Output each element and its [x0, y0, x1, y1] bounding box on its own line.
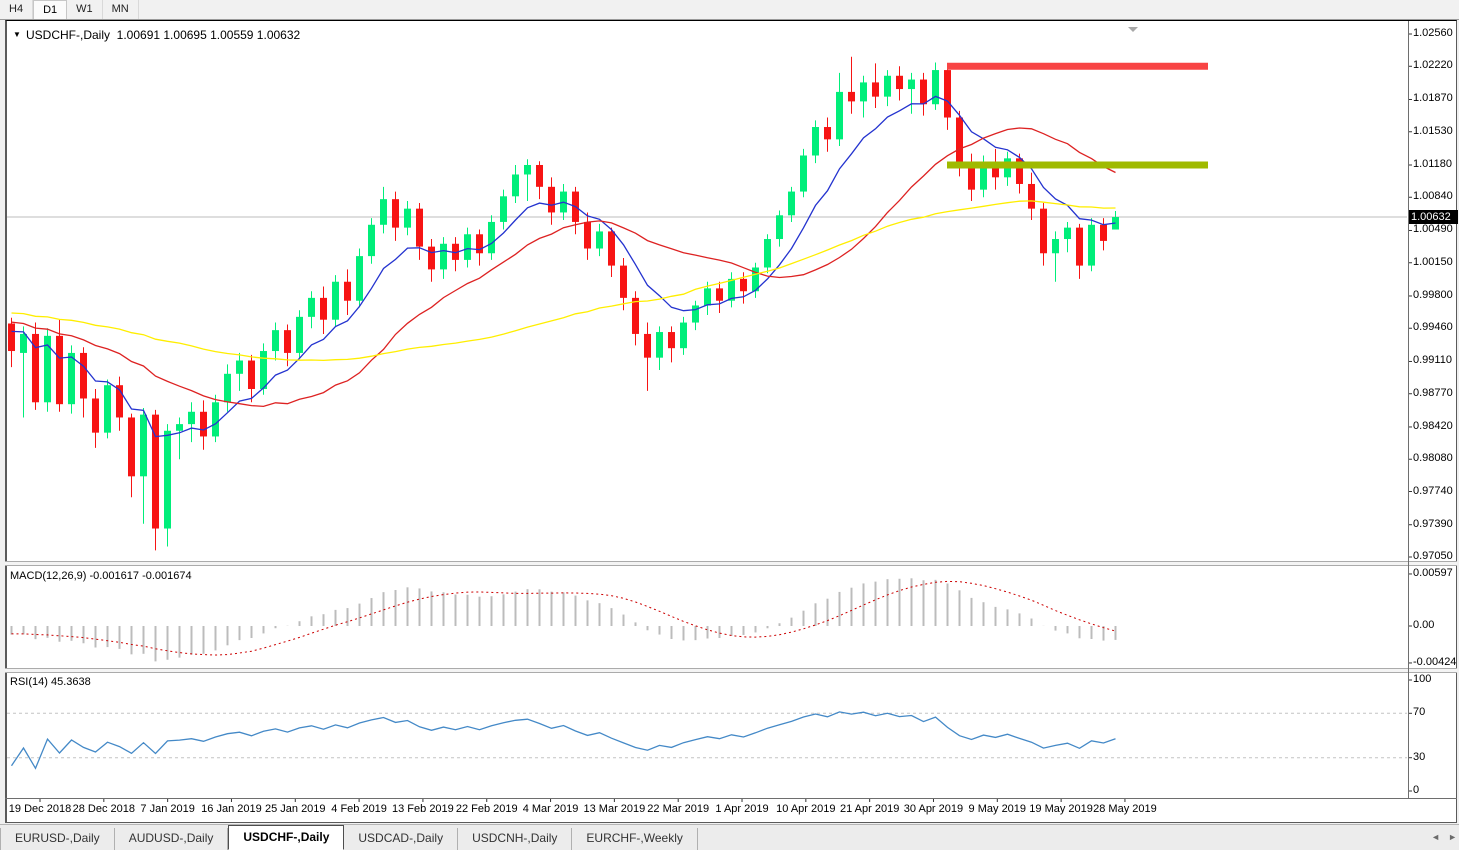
time-axis-label: 22 Feb 2019	[455, 803, 518, 815]
price-axis-label: 1.00150	[1413, 255, 1453, 268]
rsi-axis-label: 100	[1413, 673, 1432, 685]
time-axis-label: 19 Dec 2018	[8, 803, 72, 815]
timeframe-toolbar: H4 D1 W1 MN	[0, 0, 1459, 20]
rsi-levels	[7, 712, 1407, 759]
price-axis-label: 0.97740	[1413, 484, 1453, 497]
price-axis-label: 1.01870	[1413, 92, 1453, 105]
timeframe-button-mn[interactable]: MN	[103, 0, 139, 19]
rsi-axis-label: 70	[1413, 706, 1426, 719]
macd-axis-label: 0.00	[1413, 619, 1435, 631]
price-axis-label: 1.02560	[1413, 27, 1453, 39]
time-axis-label: 4 Mar 2019	[522, 803, 579, 815]
macd-signal-line	[11, 580, 1116, 656]
moving-average-45	[11, 200, 1116, 362]
tab-eurchf-weekly[interactable]: EURCHF-,Weekly	[572, 828, 698, 850]
time-axis-label: 30 Apr 2019	[903, 803, 964, 815]
time-axis-label: 10 Apr 2019	[776, 803, 836, 815]
tab-audusd-daily[interactable]: AUDUSD-,Daily	[115, 828, 229, 850]
price-axis-label: 1.00490	[1413, 223, 1453, 236]
chart-tab-bar: EURUSD-,Daily AUDUSD-,Daily USDCHF-,Daily U…	[0, 824, 1459, 850]
price-axis-label: 1.01180	[1413, 157, 1452, 170]
price-axis-label: 0.97390	[1413, 517, 1453, 530]
price-axis-label: 0.99110	[1413, 354, 1452, 367]
time-axis-label: 16 Jan 2019	[201, 803, 262, 815]
current-price-tag: 1.00632	[1409, 210, 1458, 224]
moving-average-20	[11, 127, 1116, 408]
scroll-right-icon[interactable]: ►	[1448, 832, 1457, 842]
time-axis-label: 28 Dec 2018	[72, 803, 136, 815]
timeframe-button-h4[interactable]: H4	[0, 0, 34, 19]
moving-average-8	[11, 95, 1116, 438]
time-axis-separator	[5, 798, 1457, 799]
macd-rsi-divider[interactable]	[5, 668, 1457, 673]
main-macd-divider[interactable]	[5, 561, 1457, 566]
price-axis-label: 0.97050	[1413, 550, 1453, 562]
collapse-arrow-icon[interactable]: ▼	[13, 30, 21, 39]
tab-eurusd-daily[interactable]: EURUSD-,Daily	[0, 828, 115, 850]
timeframe-button-w1[interactable]: W1	[67, 0, 103, 19]
rsi-line	[10, 711, 1116, 770]
price-axis-label: 0.98080	[1413, 452, 1453, 465]
time-axis-label: 21 Apr 2019	[839, 803, 900, 815]
time-axis-label: 13 Feb 2019	[392, 803, 454, 815]
tab-usdcad-daily[interactable]: USDCAD-,Daily	[344, 828, 459, 850]
time-axis-label: 7 Jan 2019	[140, 803, 195, 815]
time-axis-label: 19 May 2019	[1029, 803, 1093, 815]
macd-indicator-label: MACD(12,26,9) -0.001617 -0.001674	[10, 570, 192, 582]
time-axis-label: 4 Feb 2019	[331, 803, 387, 815]
axis-ticks	[39, 33, 1412, 802]
candles	[8, 56, 1119, 551]
rsi-axis-label: 30	[1413, 750, 1426, 763]
time-axis-label: 9 May 2019	[968, 803, 1027, 815]
macd-axis-label: 0.00597	[1413, 566, 1453, 579]
price-axis-label: 0.98770	[1413, 386, 1453, 399]
time-axis-label: 13 Mar 2019	[583, 803, 646, 815]
scroll-left-icon[interactable]: ◄	[1431, 832, 1441, 842]
chart-window[interactable]	[5, 20, 1457, 823]
rsi-axis-label: 0	[1413, 784, 1420, 796]
price-axis-separator	[1408, 21, 1409, 798]
timeframe-button-d1[interactable]: D1	[33, 0, 68, 19]
price-axis-label: 1.02220	[1413, 59, 1453, 72]
chart-title: USDCHF-,Daily 1.00691 1.00695 1.00559 1.…	[26, 28, 300, 42]
rsi-indicator-label: RSI(14) 45.3638	[10, 676, 91, 688]
price-axis-label: 1.01530	[1413, 124, 1453, 137]
price-axis-label: 1.00840	[1413, 190, 1453, 203]
chart-ohlc-values: 1.00691 1.00695 1.00559 1.00632	[116, 28, 301, 42]
time-axis-label: 22 Mar 2019	[647, 803, 710, 815]
macd-histogram	[10, 578, 1117, 662]
time-axis-label: 28 May 2019	[1093, 803, 1157, 815]
time-axis-label: 25 Jan 2019	[264, 803, 326, 815]
tab-usdchf-daily[interactable]: USDCHF-,Daily	[228, 825, 345, 850]
price-axis-label: 0.99460	[1413, 321, 1453, 334]
time-axis-label: 1 Apr 2019	[715, 803, 769, 815]
chart-end-marker-icon	[1128, 27, 1138, 32]
chart-symbol-label: USDCHF-,Daily	[26, 28, 110, 42]
tabbar-scrollbar: ◄ ►	[1421, 830, 1457, 844]
price-axis-label: 0.98420	[1413, 419, 1453, 432]
macd-axis-label: -0.00424	[1413, 655, 1457, 668]
tab-usdcnh-daily[interactable]: USDCNH-,Daily	[458, 828, 573, 850]
price-axis-label: 0.99800	[1413, 288, 1453, 301]
